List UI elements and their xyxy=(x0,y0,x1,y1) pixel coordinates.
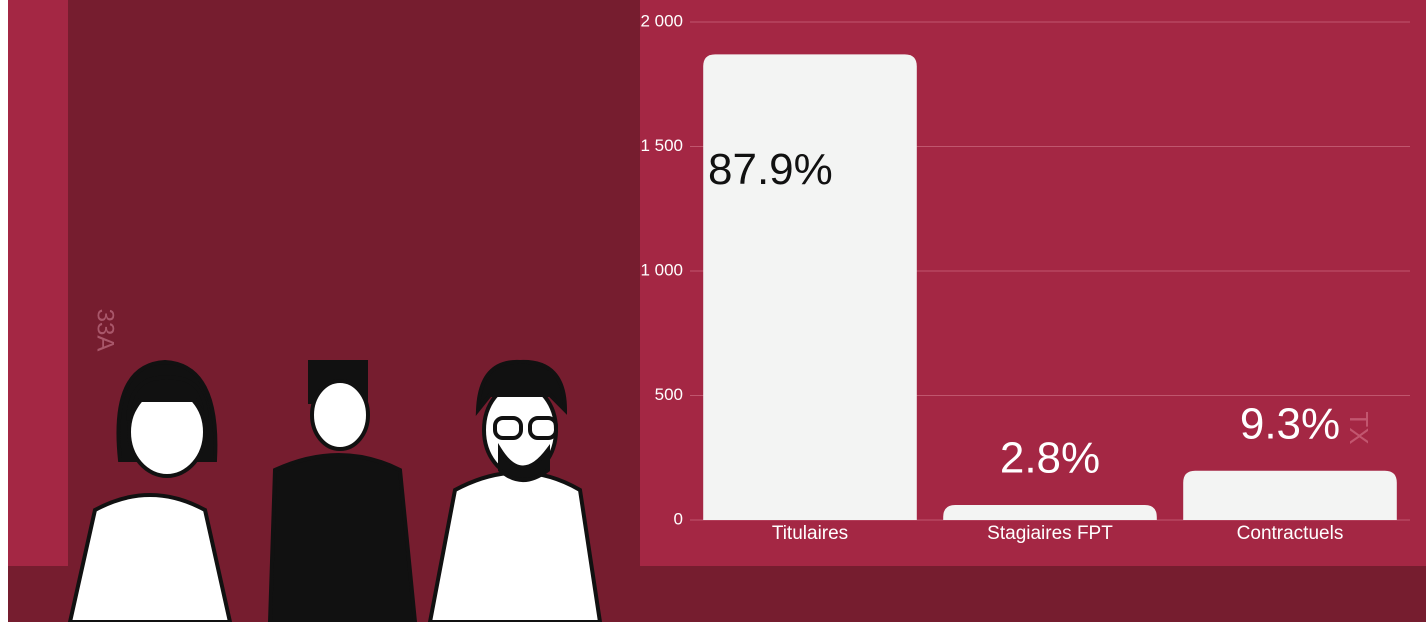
y-tick-label: 1 500 xyxy=(640,136,683,155)
bar xyxy=(943,505,1157,520)
x-tick-label: Stagiaires FPT xyxy=(987,523,1113,544)
y-tick-label: 0 xyxy=(674,509,683,528)
y-tick-label: 500 xyxy=(655,385,683,404)
bar xyxy=(703,54,917,521)
x-tick-label: Contractuels xyxy=(1237,523,1344,544)
y-tick-label: 1 000 xyxy=(640,260,683,279)
y-tick-label: 2 000 xyxy=(640,11,683,30)
background-mark: 33A xyxy=(92,309,119,352)
x-tick-label: Titulaires xyxy=(772,523,848,544)
bottom-band xyxy=(8,566,1426,622)
annotation: 2.8% xyxy=(1000,434,1100,483)
illustration xyxy=(67,359,603,622)
annotation: 9.3% xyxy=(1240,399,1340,448)
bar xyxy=(1183,470,1397,520)
background-mark: TX xyxy=(1344,411,1374,444)
annotation: 87.9% xyxy=(708,145,833,194)
